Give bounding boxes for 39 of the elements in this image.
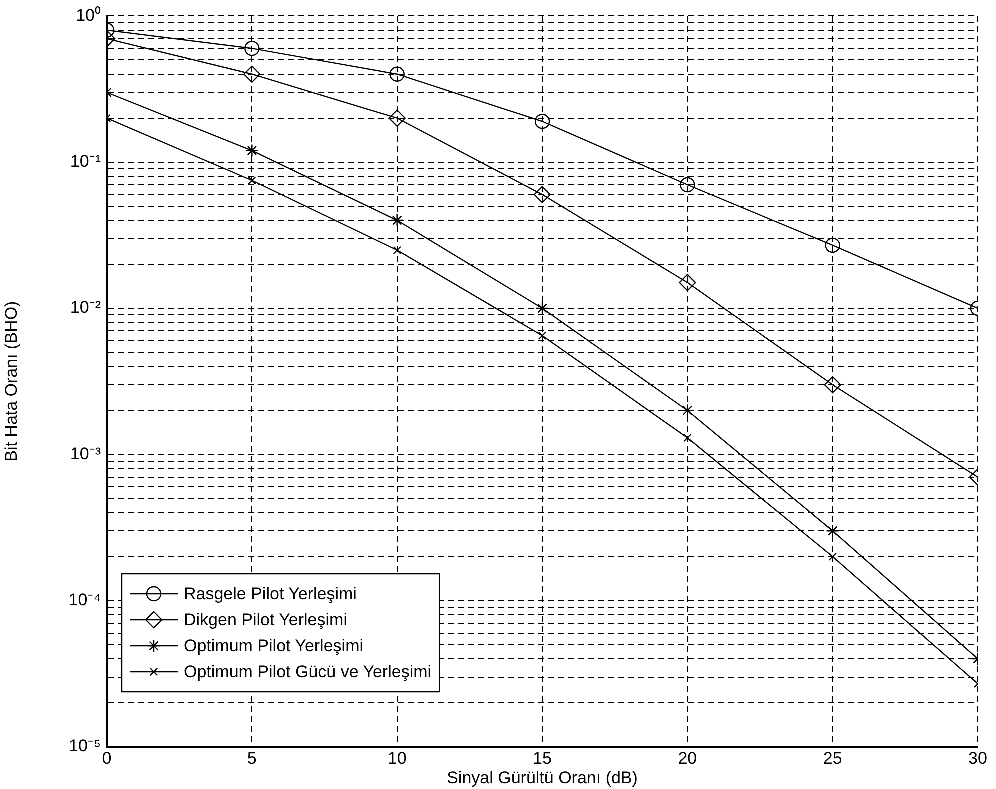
y-tick-label: 10⁻² [70, 298, 102, 318]
point [244, 41, 260, 56]
y-tick-label: 10⁰ [76, 6, 101, 25]
x-axis-title: Sinyal Gürültü Oranı (dB) [447, 768, 638, 788]
point [534, 114, 550, 130]
legend-label: Rasgele Pilot Yerleşimi [184, 584, 357, 604]
point [680, 177, 696, 193]
y-tick-label: 10⁻¹ [70, 152, 102, 172]
y-tick-label: 10⁻⁴ [68, 590, 101, 610]
point [538, 332, 547, 340]
point [390, 66, 405, 82]
x-tick-label: 25 [823, 748, 842, 768]
point [244, 66, 261, 83]
point [825, 238, 840, 254]
point [681, 404, 694, 418]
x-tick-label: 30 [968, 748, 988, 768]
point [824, 376, 842, 394]
point [388, 110, 406, 127]
point [390, 214, 404, 228]
point [248, 176, 256, 185]
point [246, 144, 259, 158]
legend-label: Optimum Pilot Gücü ve Yerleşimi [184, 662, 432, 682]
x-tick-label: 15 [533, 748, 552, 768]
x-tick-label: 5 [247, 748, 257, 768]
point [393, 246, 402, 254]
y-axis-title: Bit Hata Oranı (BHO) [2, 301, 21, 462]
y-tick-label: 10⁻⁵ [69, 736, 101, 756]
y-tick-label: 10⁻³ [70, 444, 102, 464]
x-tick-label: 0 [102, 748, 112, 768]
x-tick-label: 20 [678, 748, 698, 768]
legend-label: Optimum Pilot Yerleşimi [184, 636, 364, 656]
point [536, 302, 550, 316]
point [679, 274, 696, 292]
point [534, 186, 552, 204]
point [684, 434, 692, 442]
point [826, 524, 840, 538]
legend-label: Dikgen Pilot Yerleşimi [184, 610, 348, 630]
x-tick-label: 10 [388, 748, 407, 768]
point [828, 552, 837, 561]
